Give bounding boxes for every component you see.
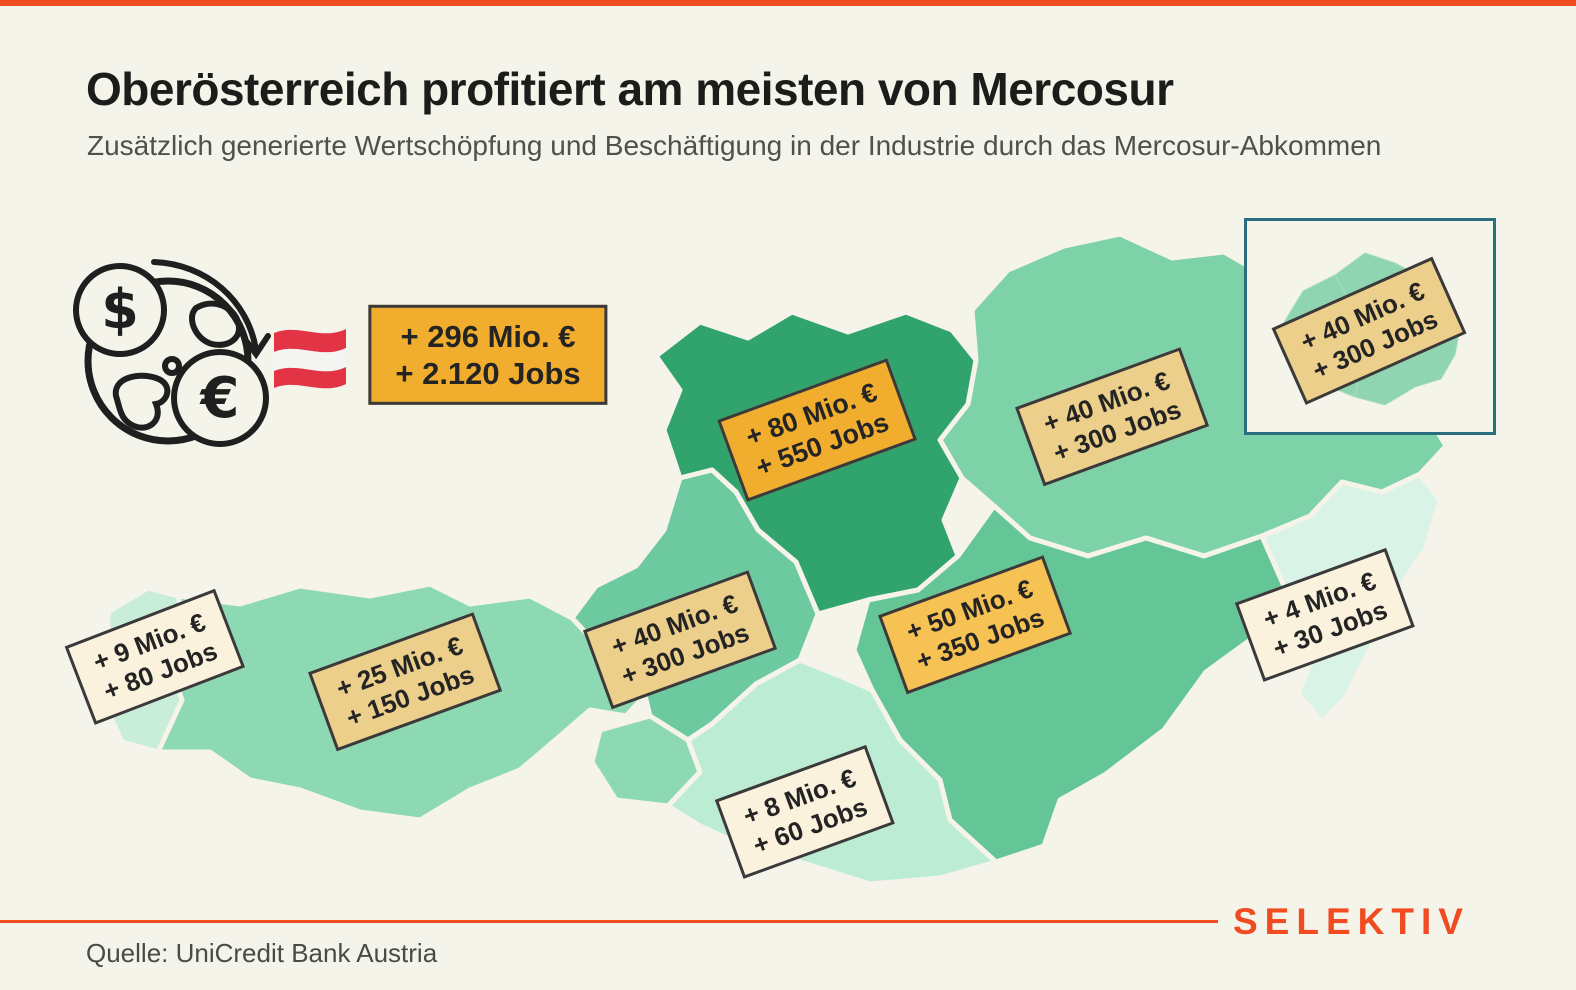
page-title: Oberösterreich profitiert am meisten von… bbox=[86, 63, 1174, 115]
total-badge: + 296 Mio. € + 2.120 Jobs bbox=[368, 304, 608, 406]
selektiv-logo: SELEKTIV bbox=[1233, 901, 1470, 942]
page-subtitle: Zusätzlich generierte Wertschöpfung und … bbox=[87, 130, 1382, 161]
svg-text:$: $ bbox=[101, 278, 139, 341]
source-note: Quelle: UniCredit Bank Austria bbox=[86, 938, 438, 968]
globe-currency-exchange-icon: $ € bbox=[73, 259, 271, 447]
wien-inset-box: + 40 Mio. € + 300 Jobs bbox=[1244, 218, 1496, 435]
total-value-label: + 296 Mio. € bbox=[400, 318, 576, 354]
footer-accent-line bbox=[0, 920, 1218, 923]
austria-flag-icon bbox=[274, 329, 346, 389]
svg-text:€: € bbox=[199, 366, 240, 431]
top-accent-bar bbox=[0, 0, 1576, 6]
total-jobs-label: + 2.120 Jobs bbox=[395, 356, 581, 391]
